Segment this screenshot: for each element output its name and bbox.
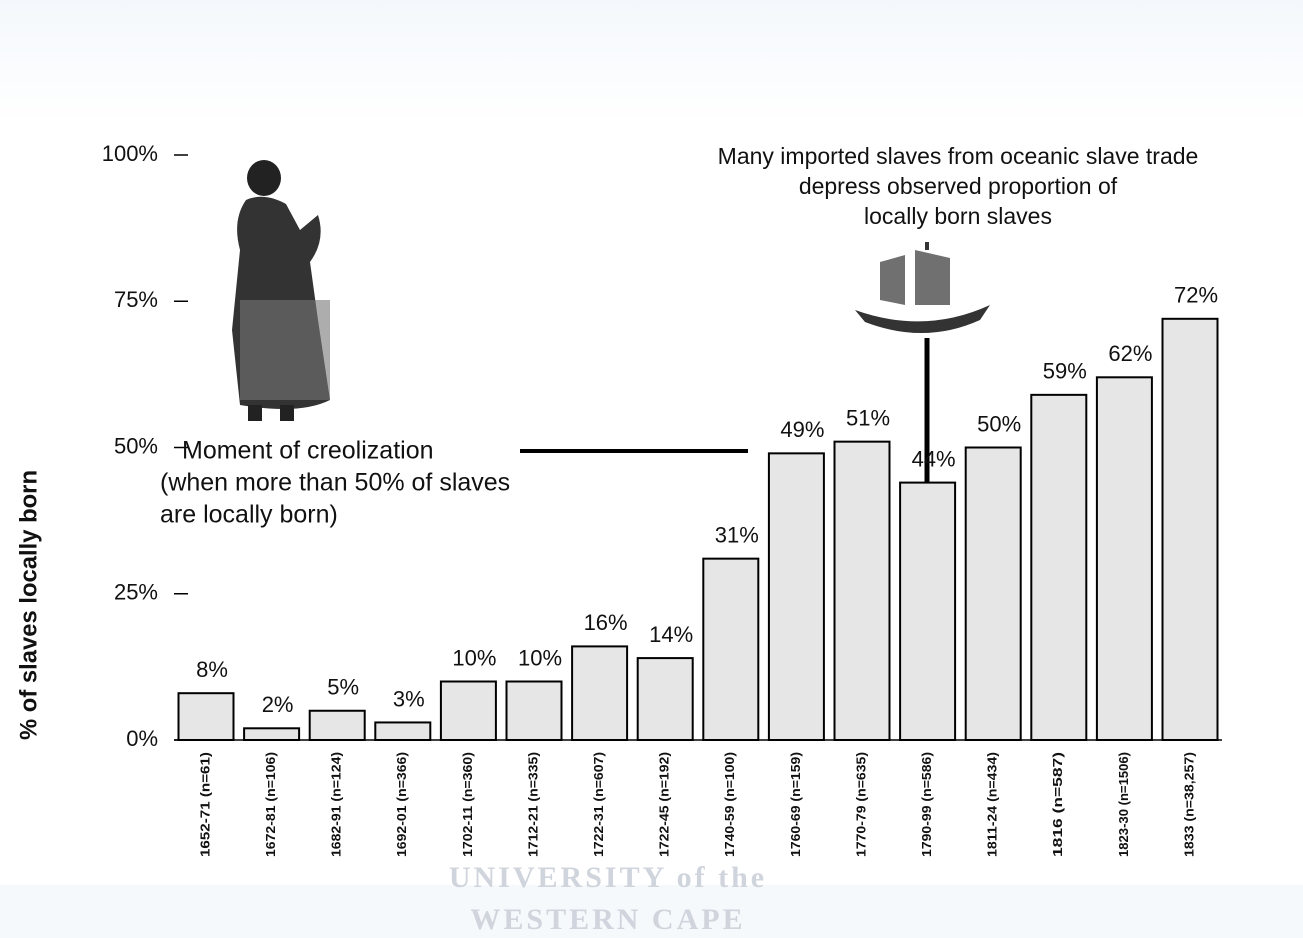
bar <box>308 709 366 741</box>
y-tick-label: 0% <box>126 726 158 751</box>
value-label: 2% <box>262 692 294 717</box>
value-label: 31% <box>715 522 759 547</box>
annotation-creolization: (when more than 50% of slaves <box>160 469 510 497</box>
value-label: 62% <box>1108 341 1152 366</box>
x-tick-label: 1770-79 (n=635) <box>853 752 868 857</box>
x-tick-label: 1722-45 (n=192) <box>657 752 672 857</box>
value-label: 59% <box>1043 359 1087 384</box>
footer-band <box>0 885 1303 938</box>
value-label: 51% <box>846 405 890 430</box>
bar <box>505 680 563 741</box>
x-tick-label: 1833 (n=38,257) <box>1181 752 1196 857</box>
y-tick-label: 100% <box>102 141 158 166</box>
value-label: 10% <box>452 645 496 670</box>
annotation-trade: locally born slaves <box>864 203 1052 229</box>
bar <box>702 557 760 742</box>
bar <box>439 680 497 741</box>
bar <box>1161 317 1219 741</box>
value-label: 3% <box>393 686 425 711</box>
value-label: 50% <box>977 411 1021 436</box>
bar <box>636 657 694 741</box>
woman-illustration <box>232 160 330 421</box>
ship-illustration <box>855 242 990 334</box>
x-tick-label: 1816 (n=587) <box>1050 752 1065 857</box>
bar <box>767 452 825 741</box>
bar <box>1030 393 1088 741</box>
value-label: 44% <box>912 446 956 471</box>
bar <box>899 481 957 741</box>
bar <box>964 446 1022 741</box>
bar <box>374 721 432 742</box>
value-label: 10% <box>518 645 562 670</box>
y-axis-label: % of slaves locally born <box>15 470 42 740</box>
annotation-creolization: are locally born) <box>160 501 338 529</box>
bar <box>177 692 235 742</box>
bar <box>243 727 301 741</box>
value-label: 49% <box>780 417 824 442</box>
value-label: 8% <box>196 657 228 682</box>
watermark: WESTERN CAPE <box>470 903 745 936</box>
bar <box>571 645 629 742</box>
x-tick-label: 1672-81 (n=106) <box>263 752 278 857</box>
bar <box>1095 376 1153 741</box>
watermark: UNIVERSITY of the <box>449 861 767 894</box>
x-tick-label: 1682-91 (n=124) <box>329 752 344 857</box>
x-tick-label: 1823-30 (n=1506) <box>1116 752 1131 857</box>
x-tick-label: 1692-01 (n=366) <box>394 752 409 857</box>
y-tick-label: 50% <box>114 433 158 458</box>
x-tick-label: 1760-69 (n=159) <box>788 752 803 857</box>
x-tick-label: 1740-59 (n=100) <box>722 752 737 857</box>
annotation-trade: Many imported slaves from oceanic slave … <box>718 143 1199 169</box>
value-label: 14% <box>649 622 693 647</box>
x-tick-label: 1712-21 (n=335) <box>525 752 540 857</box>
x-tick-label: 1811-24 (n=434) <box>985 752 1000 857</box>
x-tick-label: 1722-31 (n=607) <box>591 752 606 857</box>
bar <box>833 440 891 741</box>
annotation-creolization: Moment of creolization <box>182 437 434 465</box>
header-band <box>0 0 1303 125</box>
x-tick-label: 1702-11 (n=360) <box>460 752 475 857</box>
value-label: 16% <box>584 610 628 635</box>
value-label: 5% <box>327 675 359 700</box>
annotation-trade: depress observed proportion of <box>799 173 1118 199</box>
y-tick-label: 25% <box>114 580 158 605</box>
x-tick-label: 1652-71 (n=61) <box>197 752 212 857</box>
x-tick-label: 1790-99 (n=586) <box>919 752 934 857</box>
y-tick-label: 75% <box>114 287 158 312</box>
value-label: 72% <box>1174 283 1218 308</box>
